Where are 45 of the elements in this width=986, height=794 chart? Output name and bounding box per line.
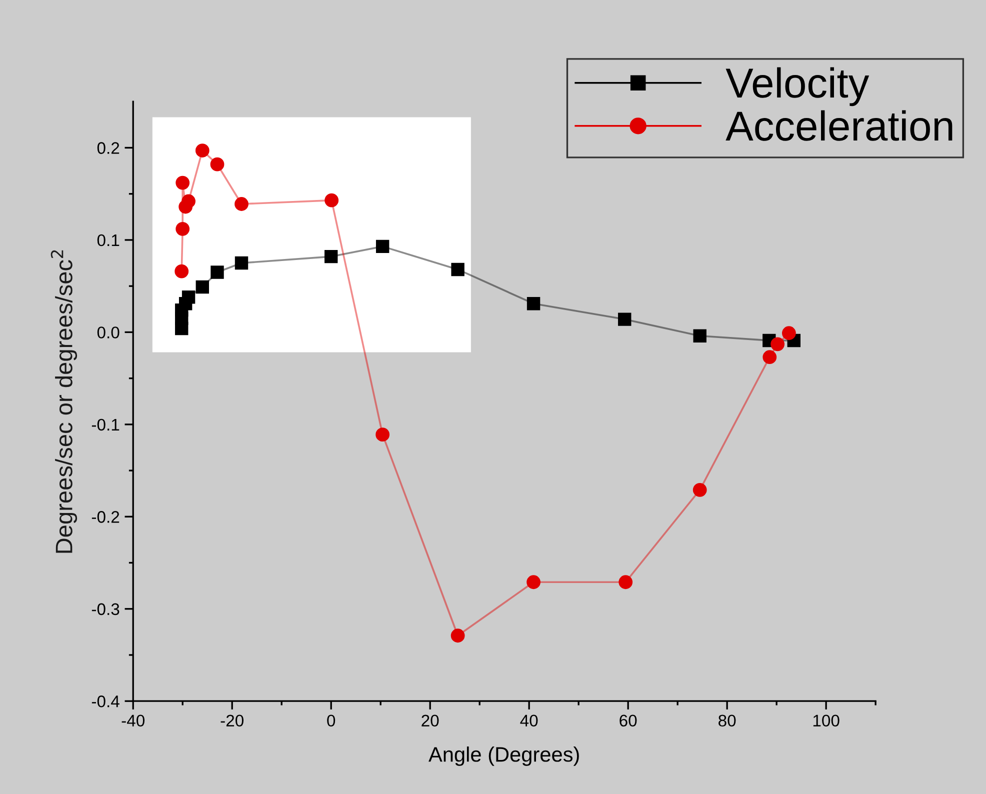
- point: [782, 326, 796, 340]
- x-axis-title: Angle (Degrees): [428, 746, 579, 766]
- point: [182, 194, 196, 208]
- point: [234, 197, 248, 211]
- y-tick-label: 0.1: [97, 234, 120, 246]
- x-tick-label: 40: [520, 714, 538, 727]
- point: [376, 240, 390, 254]
- legend-label: Acceleration: [726, 110, 952, 141]
- point: [526, 575, 540, 590]
- point: [324, 193, 339, 208]
- x-tick-label: 80: [718, 714, 736, 727]
- point: [618, 575, 633, 590]
- point: [176, 176, 190, 190]
- point: [618, 312, 632, 326]
- point: [210, 266, 224, 279]
- point: [376, 428, 390, 442]
- point: [182, 290, 196, 304]
- point: [324, 250, 338, 264]
- point: [176, 222, 190, 236]
- point: [210, 157, 224, 172]
- point: [693, 329, 706, 342]
- x-tick-label: 20: [422, 714, 439, 727]
- y-tick-label: -0.4: [92, 696, 120, 708]
- point: [770, 337, 785, 352]
- point: [196, 280, 210, 294]
- y-tick-label: -0.2: [92, 511, 120, 523]
- point: [450, 628, 465, 643]
- point: [234, 256, 248, 270]
- y-axis-title: Degrees/sec or degrees/sec$^{2}$: [50, 250, 78, 553]
- y-tick-label: 0.2: [97, 142, 120, 154]
- y-tick-label: 0.0: [97, 326, 120, 338]
- x-tick-label: -40: [122, 714, 145, 727]
- y-tick-label: -0.1: [92, 418, 120, 431]
- x-tick-label: 60: [620, 714, 637, 727]
- point: [526, 297, 540, 310]
- point: [195, 144, 210, 158]
- y-tick-label: -0.3: [92, 603, 120, 616]
- x-tick-label: 0: [327, 714, 336, 727]
- point: [692, 482, 707, 497]
- point: [451, 262, 464, 276]
- legend-label: Velocity: [726, 67, 870, 106]
- x-tick-label: -20: [220, 714, 244, 727]
- point: [762, 350, 777, 364]
- x-tick-label: 100: [813, 714, 840, 727]
- point: [174, 264, 189, 278]
